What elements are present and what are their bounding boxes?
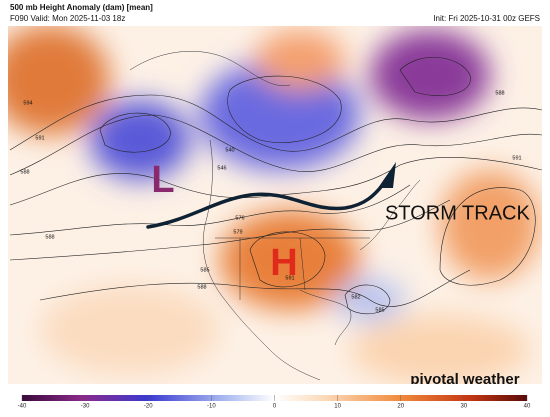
contour [399, 57, 471, 96]
contour-label: 585 [200, 267, 209, 273]
colorbar-tick-label: 30 [461, 404, 468, 410]
contour-label: 579 [233, 229, 242, 235]
positive-anomaly [440, 170, 540, 280]
colorbar-tick-label: -20 [144, 404, 153, 410]
negative-anomaly [370, 30, 490, 120]
valid-time: F090 Valid: Mon 2025-11-03 18z [10, 14, 125, 23]
coastline [359, 179, 421, 251]
negative-anomaly [200, 60, 360, 170]
contour-label: 585 [375, 307, 384, 313]
contour [227, 75, 342, 143]
coastline [299, 289, 352, 346]
contour-label: 576 [235, 215, 244, 221]
storm-track-label: STORM TRACK [385, 202, 530, 224]
positive-anomaly [350, 315, 530, 384]
colorbar-tick-label: 20 [397, 404, 404, 410]
contour-label: 591 [512, 155, 521, 161]
contour-label: 588 [45, 234, 54, 240]
coastlines [129, 51, 421, 381]
high-pressure-label: H [270, 242, 297, 284]
logo: pivotal weather [410, 371, 519, 388]
contour-label: 588 [495, 90, 504, 96]
low-pressure-label: L [151, 159, 174, 201]
contour [99, 112, 171, 153]
contour-label: 540 [225, 147, 234, 153]
coastline [202, 224, 321, 381]
colorbar-tick-label: 0 [273, 404, 277, 410]
positive-anomaly [220, 210, 360, 310]
colorbar-tick-label: 10 [334, 404, 341, 410]
anomaly-shading [8, 26, 540, 384]
positive-anomaly [255, 30, 345, 90]
coastline [204, 139, 213, 226]
contour-label: 582 [351, 294, 360, 300]
colorbar-tick-label: -10 [207, 404, 216, 410]
contour-label: 591 [35, 135, 44, 141]
contour-label: 588 [197, 284, 206, 290]
contour [9, 184, 411, 236]
title: 500 mb Height Anomaly (dam) [mean] [10, 3, 153, 12]
contour [249, 231, 326, 288]
contour [439, 187, 536, 286]
storm-track-line [146, 180, 387, 229]
colorbar-ticks: -40 -30 -20 -10 0 10 20 30 40 [18, 395, 531, 410]
storm-track-arrow [378, 162, 396, 188]
contour [9, 199, 451, 261]
contour [39, 269, 471, 307]
contour-label: 594 [23, 100, 32, 106]
colorbar-tick-label: -30 [81, 404, 90, 410]
contour-label: 588 [20, 169, 29, 175]
coastline [129, 51, 291, 87]
border [215, 237, 370, 300]
init-time: Init: Fri 2025-10-31 00z GEFS [433, 14, 540, 23]
contour-labels: 594 591 588 588 591 588 576 579 585 588 582 585 591 5… [20, 90, 521, 313]
map: 594 591 588 588 591 588 576 579 585 588 582 585 591 5… [8, 26, 542, 395]
website: www.pivotalweather.com [11, 386, 94, 395]
colorbar-tick-label: -40 [18, 404, 27, 410]
negative-anomaly [90, 100, 190, 180]
contour-label: 546 [217, 165, 226, 171]
contour [344, 284, 391, 315]
contour [9, 94, 542, 152]
contour-label: 591 [285, 275, 294, 281]
contour [9, 114, 542, 176]
positive-anomaly [40, 285, 220, 375]
colorbar-tick-label: 40 [524, 404, 531, 410]
height-contours [9, 57, 542, 315]
